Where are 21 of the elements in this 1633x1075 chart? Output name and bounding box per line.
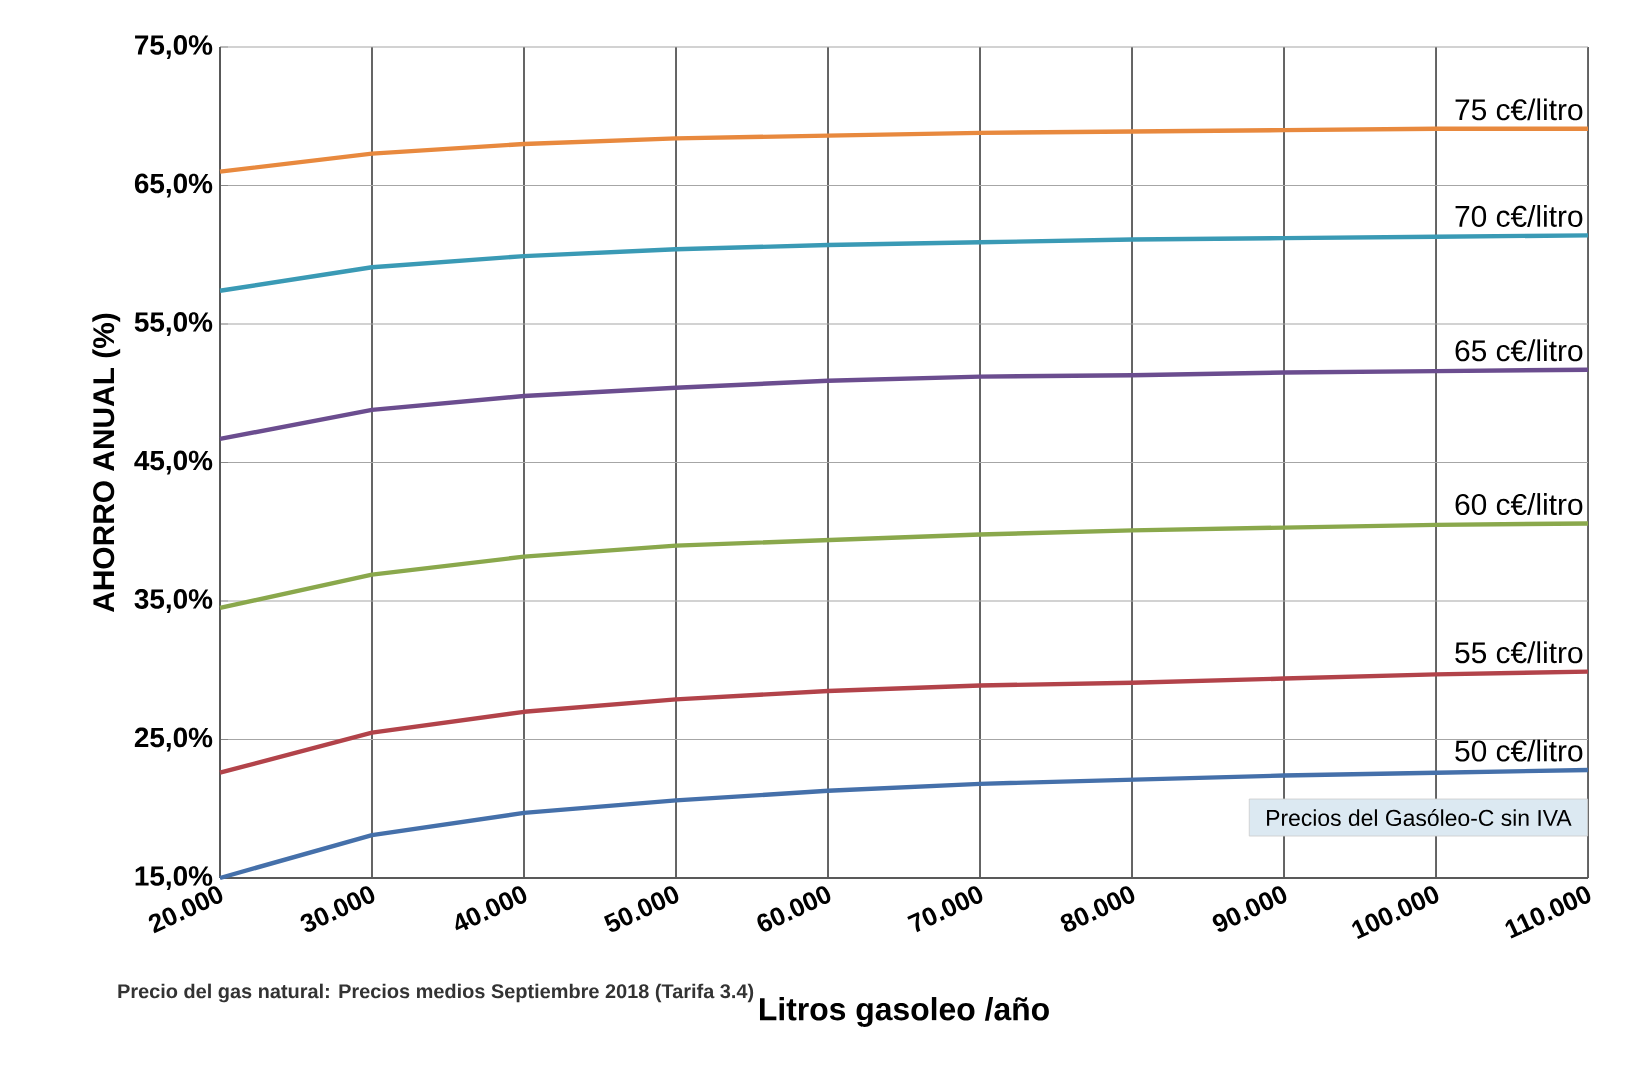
series-label: 60 c€/litro [1455,493,1583,516]
y-tick-label: 75,0% [135,35,213,59]
y-tick-label: 65,0% [134,173,213,198]
y-tick-label: 35,0% [134,589,213,613]
y-tick-label: 55,0% [134,312,213,336]
line-series [217,367,1591,442]
series-label: 75 c€/litro [1455,98,1583,121]
series-label: 55 c€/litro [1455,641,1583,664]
series-label: 50 c€/litro [1455,739,1583,762]
line-series [217,126,1591,174]
y-tick-label: 45,0% [134,450,213,475]
y-tick-label: 25,0% [134,727,213,752]
x-tick-label: 40.000 [455,886,527,931]
line-series [217,669,1591,775]
y-axis-title: AHORRO ANUAL (%) [92,313,121,613]
line-series [217,233,1591,293]
series-label: 65 c€/litro [1455,339,1583,362]
series-label: 70 c€/litro [1455,205,1583,227]
x-axis-title: Litros gasoleo /año [759,997,1049,1027]
text: Precio del gas natural: Precios medios Septiembre 2018 (Tarifa 3.4) [118,983,754,1003]
annotation: Precios del Gasóleo-C sin IVA [1267,808,1572,827]
